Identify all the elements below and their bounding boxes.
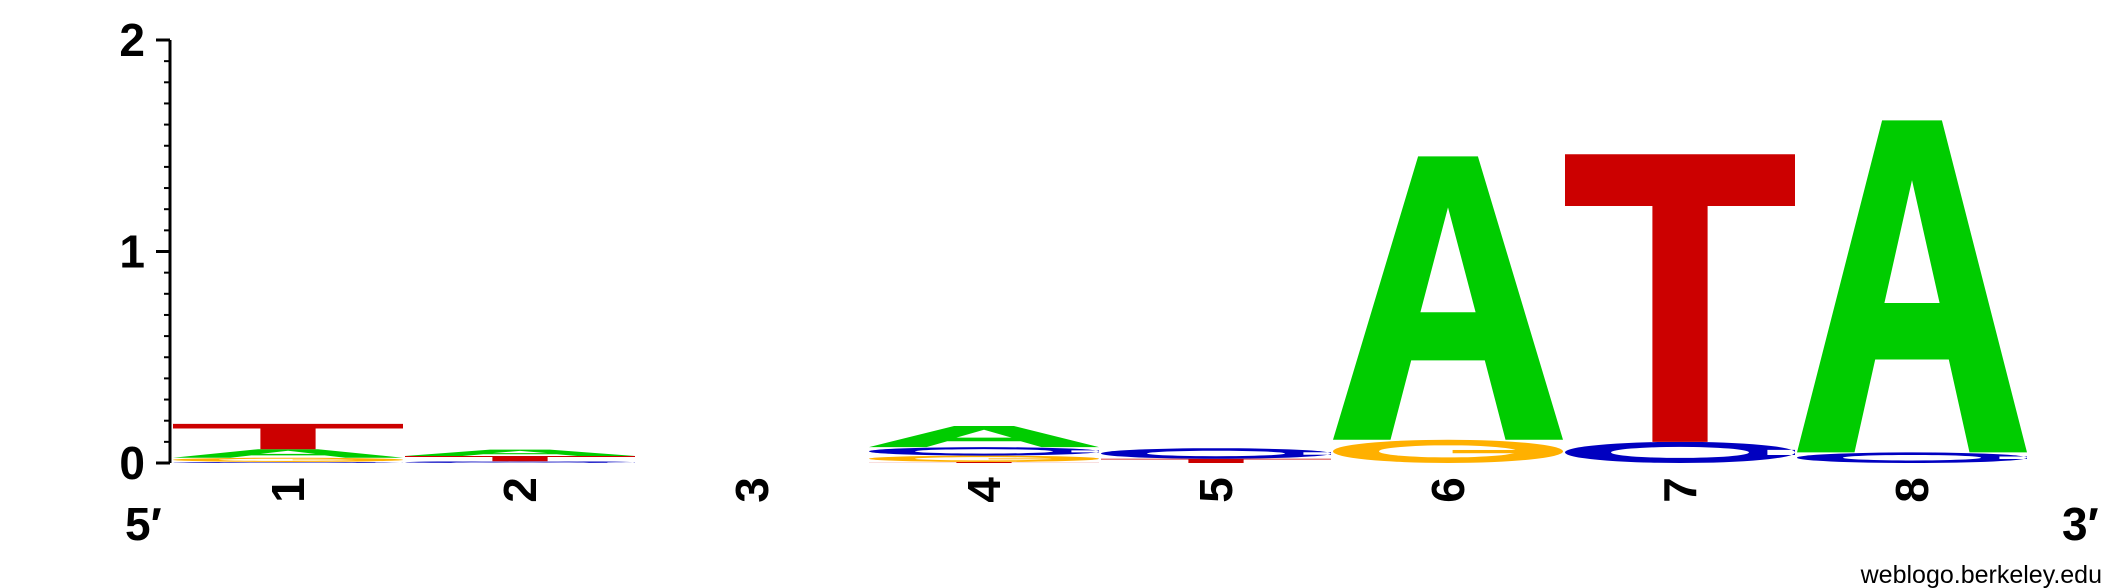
letter-T-pos-4: [869, 461, 1099, 463]
letter-A-pos-1: [173, 449, 403, 458]
letter-C-pos-2-shape: [405, 461, 635, 463]
letter-T-pos-5-shape: [1101, 458, 1331, 463]
letter-T-pos-1: [173, 423, 403, 450]
letter-A-pos-1-shape: [173, 449, 403, 458]
stack-position-1: [173, 423, 403, 463]
position-label-6: 6: [1422, 477, 1474, 503]
letter-G-pos-4: [869, 455, 1099, 462]
letter-C-pos-1: [173, 461, 403, 463]
letter-T-pos-2: [405, 456, 635, 462]
letter-G-pos-4-shape: [869, 455, 1099, 462]
position-label-3: 3: [726, 477, 778, 503]
letter-C-pos-5: [1101, 448, 1331, 459]
stack-position-7: [1565, 154, 1795, 463]
three-prime-label: 3′: [2062, 498, 2099, 550]
letter-A-pos-6-shape: [1333, 156, 1563, 440]
position-label-7: 7: [1654, 477, 1706, 503]
letter-T-pos-7-shape: [1565, 154, 1795, 442]
letter-G-pos-6-shape: [1333, 439, 1563, 463]
position-label-8: 8: [1886, 477, 1938, 503]
letter-C-pos-8-shape: [1797, 452, 2027, 463]
letter-T-pos-7: [1565, 154, 1795, 442]
stack-position-4: [869, 425, 1099, 463]
letter-stacks: [173, 120, 2027, 463]
letter-A-pos-4: [869, 425, 1099, 448]
letter-T-pos-2-shape: [405, 456, 635, 462]
letter-C-pos-1-shape: [173, 461, 403, 463]
letter-C-pos-7-shape: [1565, 441, 1795, 463]
stack-position-8: [1797, 120, 2027, 463]
letter-C-pos-2: [405, 461, 635, 463]
letter-G-pos-6-bar: [1452, 449, 1554, 454]
letter-A-pos-4-shape: [869, 425, 1099, 448]
stack-position-5: [1101, 448, 1331, 463]
letter-A-pos-2: [405, 449, 635, 457]
letter-G-pos-1-bar: [292, 459, 394, 461]
credit-label: weblogo.berkeley.edu: [1860, 561, 2102, 588]
position-label-1: 1: [262, 477, 314, 503]
stack-position-6: [1333, 156, 1563, 463]
y-ticks: 0 1 2: [119, 14, 170, 489]
five-prime-label: 5′: [125, 498, 162, 550]
letter-C-pos-4: [869, 447, 1099, 456]
y-tick-label-2: 2: [119, 14, 145, 66]
y-tick-label-1: 1: [119, 226, 145, 278]
letter-G-pos-6: [1333, 439, 1563, 463]
letter-T-pos-5: [1101, 458, 1331, 463]
letter-G-pos-1: [173, 457, 403, 462]
letter-A-pos-6: [1333, 156, 1563, 440]
stack-position-2: [405, 449, 635, 463]
y-tick-label-0: 0: [119, 437, 145, 489]
position-label-4: 4: [958, 477, 1010, 503]
letter-T-pos-1-shape: [173, 423, 403, 450]
letter-A-pos-8-shape: [1797, 120, 2027, 453]
letter-G-pos-4-bar: [988, 458, 1090, 460]
letter-C-pos-5-shape: [1101, 448, 1331, 459]
position-label-2: 2: [494, 477, 546, 503]
letter-C-pos-7: [1565, 441, 1795, 463]
letter-C-pos-8: [1797, 452, 2027, 463]
letter-A-pos-2-shape: [405, 449, 635, 457]
letter-C-pos-4-shape: [869, 447, 1099, 456]
position-label-5: 5: [1190, 477, 1242, 503]
letter-A-pos-8: [1797, 120, 2027, 453]
position-labels: 1 2 3 4 5 6 7 8: [262, 477, 1938, 503]
letter-T-pos-4-shape: [869, 461, 1099, 463]
letter-G-pos-1-shape: [173, 457, 403, 462]
